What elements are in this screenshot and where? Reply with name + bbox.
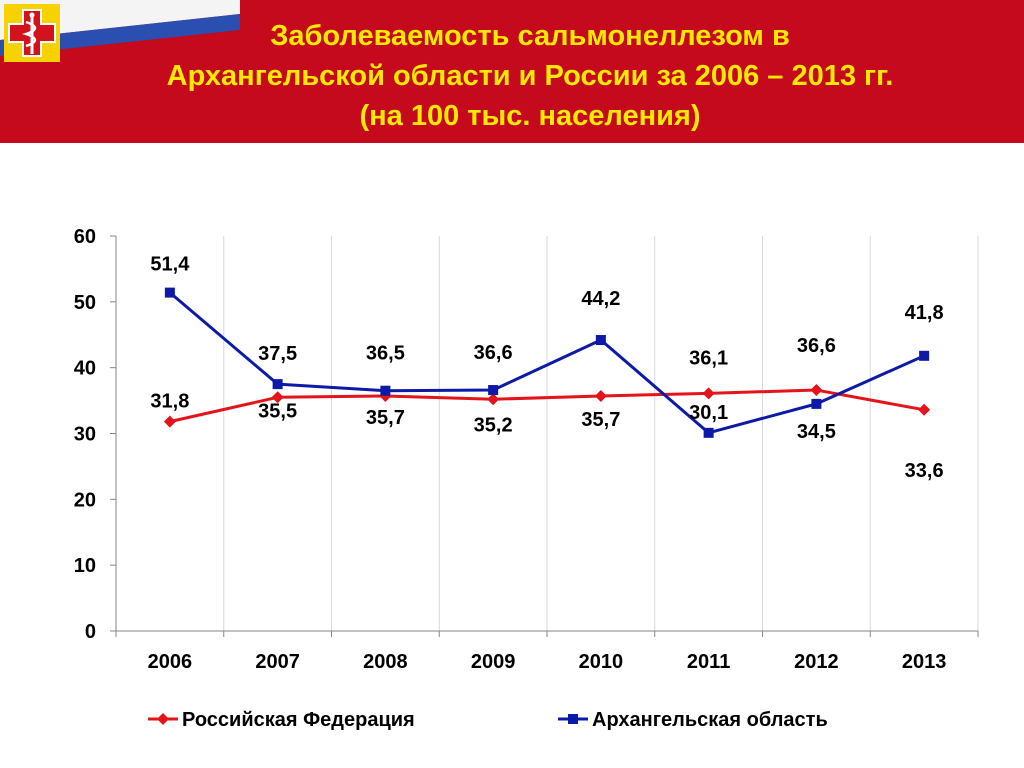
data-label: 36,5 — [366, 343, 405, 365]
slide-title: Заболеваемость сальмонеллезом в Архангел… — [80, 16, 980, 136]
data-label: 44,2 — [581, 288, 620, 310]
series-line-2 — [168, 291, 925, 435]
x-tick-label: 2011 — [687, 651, 730, 673]
data-label: 35,2 — [474, 414, 513, 436]
data-label: 31,8 — [150, 391, 189, 413]
y-tick-label: 20 — [74, 489, 96, 511]
data-point-marker — [272, 379, 283, 390]
x-tick-label: 2013 — [902, 651, 947, 673]
data-point-marker — [595, 335, 606, 346]
data-label: 41,8 — [905, 302, 944, 324]
data-labels: 31,8 35,5 35,7 35,2 35,7 36,1 36,6 33,6 51,4 37,5… — [150, 254, 943, 482]
y-tick-label: 40 — [74, 358, 96, 380]
title-line-3: (на 100 тыс. населения) — [359, 100, 701, 132]
medical-cross-caduceus-icon — [4, 4, 60, 62]
slide-header: Заболеваемость сальмонеллезом в Архангел… — [0, 0, 1024, 143]
y-tick-label: 50 — [74, 292, 96, 314]
x-tick-label: 2008 — [363, 651, 408, 673]
legend-marker — [568, 714, 578, 724]
y-tick-label: 10 — [74, 555, 96, 577]
x-tick-label: 2012 — [794, 651, 839, 673]
y-tick-label: 30 — [74, 424, 96, 446]
data-point-marker — [164, 287, 175, 298]
legend-marker — [157, 713, 169, 725]
data-label: 35,7 — [366, 407, 405, 429]
title-line-2: Архангельской области и России за 2006 –… — [166, 60, 894, 92]
chart-grid — [115, 236, 979, 631]
data-label: 51,4 — [150, 254, 190, 276]
data-label: 36,1 — [689, 347, 728, 369]
data-point-marker — [488, 385, 499, 396]
data-label: 33,6 — [905, 460, 944, 482]
data-point-marker — [811, 398, 822, 409]
data-label: 37,5 — [258, 343, 297, 365]
x-tick-label: 2010 — [579, 651, 624, 673]
data-label: 35,7 — [581, 409, 620, 431]
data-label: 34,5 — [797, 421, 836, 443]
data-point-marker — [380, 385, 391, 396]
data-point-marker — [703, 427, 714, 438]
data-point-marker — [919, 350, 930, 361]
data-label: 35,5 — [258, 400, 297, 422]
chart-axes — [110, 235, 979, 637]
series-line-1 — [169, 388, 925, 424]
data-point-marker — [271, 391, 284, 404]
data-point-marker — [702, 387, 715, 400]
data-label: 36,6 — [797, 335, 836, 357]
x-tick-label: 2009 — [471, 651, 516, 673]
chart-legend: Российская Федерация Архангельская област… — [148, 709, 828, 731]
russian-flag-decoration — [0, 0, 240, 60]
legend-label: Архангельская область — [592, 709, 828, 731]
y-tick-label: 60 — [74, 226, 96, 248]
data-label: 36,6 — [474, 342, 513, 364]
data-point-marker — [918, 403, 931, 416]
title-line-1: Заболеваемость сальмонеллезом в — [270, 20, 790, 52]
data-point-marker — [810, 384, 823, 397]
data-point-marker — [487, 393, 500, 406]
data-point-marker — [163, 415, 176, 428]
data-point-marker — [594, 389, 607, 402]
y-axis-ticks: 0 10 20 30 40 50 60 — [74, 226, 96, 643]
x-tick-label: 2006 — [148, 651, 193, 673]
y-tick-label: 0 — [85, 621, 96, 643]
legend-label: Российская Федерация — [182, 709, 415, 731]
chart-series — [163, 287, 931, 438]
data-label: 30,1 — [689, 402, 728, 424]
x-axis-ticks: 2006 2007 2008 2009 2010 2011 2012 2013 — [148, 651, 947, 673]
x-tick-label: 2007 — [255, 651, 300, 673]
